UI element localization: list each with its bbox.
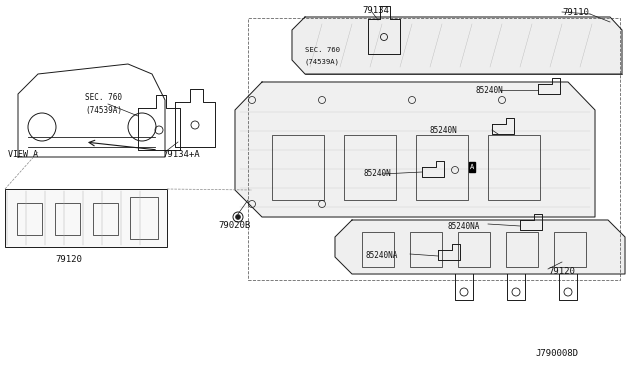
Bar [5,189,167,247]
Text: SEC. 760: SEC. 760 [85,93,122,102]
Bar [554,232,586,267]
Text: 79020B: 79020B [218,221,250,230]
Text: VIEW A: VIEW A [8,150,38,158]
Circle shape [236,215,241,219]
Text: 85240N: 85240N [364,169,392,177]
Text: A: A [470,163,474,171]
Text: 85240NA: 85240NA [366,251,398,260]
Text: (74539A): (74539A) [305,59,340,65]
Bar [410,232,442,267]
Bar [362,232,394,267]
Text: 85240N: 85240N [430,125,458,135]
Bar [248,18,620,280]
Bar [93,203,118,235]
Text: (74539A): (74539A) [85,106,122,115]
Bar [130,197,158,239]
Polygon shape [235,82,595,217]
Polygon shape [292,17,622,74]
Bar [272,135,324,200]
Text: J790008D: J790008D [535,350,578,359]
Text: 79134: 79134 [362,6,389,15]
Bar [488,135,540,200]
Text: 79110: 79110 [562,7,589,16]
Bar [416,135,468,200]
Text: A: A [470,164,474,170]
Bar [506,232,538,267]
Bar [17,203,42,235]
Text: 85240NA: 85240NA [448,221,481,231]
Bar [344,135,396,200]
Bar [55,203,80,235]
Text: 79120: 79120 [55,256,82,264]
Text: 85240N: 85240N [476,86,504,94]
Polygon shape [335,220,625,274]
Text: SEC. 760: SEC. 760 [305,47,340,53]
Text: 79134+A: 79134+A [162,150,200,158]
Bar [458,232,490,267]
Text: 79120: 79120 [548,267,575,276]
